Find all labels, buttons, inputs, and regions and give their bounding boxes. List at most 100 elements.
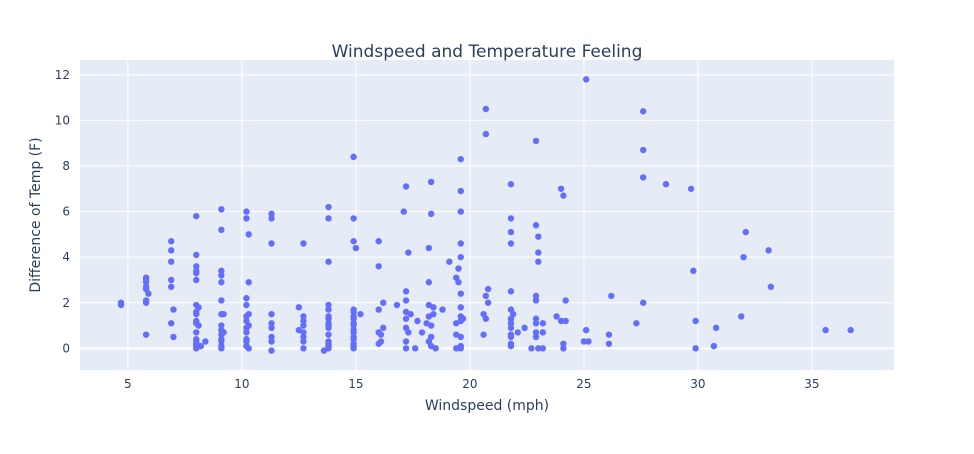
y-tick-label: 4 [62,250,70,264]
data-point [218,206,225,213]
data-point [560,340,567,347]
data-point [350,215,357,222]
data-point [453,320,460,327]
y-tick-label: 2 [62,296,70,310]
data-point [352,244,360,252]
data-point [514,329,521,336]
data-point [193,212,200,220]
data-point [457,208,464,215]
data-point [532,137,540,145]
data-point [402,315,410,322]
data-point [767,283,775,291]
data-point [218,322,225,329]
data-point [202,338,209,345]
data-point [268,215,275,222]
data-point [457,253,464,261]
data-point [193,251,200,259]
data-point [243,208,250,215]
data-point [532,297,540,304]
data-point [507,320,515,327]
data-point [377,331,385,338]
data-point [822,326,829,334]
data-point [402,345,410,352]
data-point [405,329,412,336]
data-point [142,299,150,306]
tick-labels: 5 10 15 20 25 30 35 0 2 4 6 8 10 12 [55,68,820,391]
data-point [218,338,225,345]
data-point [639,299,647,306]
data-point [268,347,275,354]
data-point [268,210,275,218]
data-point [320,347,328,354]
data-point [218,279,225,286]
data-point [300,333,307,341]
data-point [268,320,275,327]
data-point [507,215,515,222]
data-point [350,238,357,245]
data-point [245,231,252,238]
data-point [145,290,152,297]
data-point [507,240,515,247]
data-point [482,130,490,138]
data-point [168,320,175,327]
data-point [605,331,613,338]
data-point [300,317,307,325]
data-point [168,276,175,284]
data-point [430,310,437,318]
data-point [168,258,175,265]
data-point [738,313,745,320]
data-point [218,345,225,352]
data-point [480,331,487,338]
data-point [377,338,385,345]
data-point [407,310,414,318]
data-point [243,215,250,222]
data-point [605,340,613,347]
data-point [142,331,150,338]
data-point [325,331,332,338]
data-point [432,345,439,352]
data-point [193,263,200,270]
data-point [712,324,720,332]
data-point [380,324,387,332]
data-point [560,345,567,352]
data-point [375,238,382,245]
data-point [268,333,275,341]
x-tick-label: 20 [462,377,477,391]
data-point [193,310,200,318]
data-point [300,322,307,329]
data-point [687,185,695,192]
data-point [459,315,467,322]
data-point [528,345,535,352]
data-point [633,320,640,327]
data-point [193,269,200,277]
data-point [532,320,540,327]
x-tick-label: 35 [804,377,819,391]
y-tick-label: 0 [62,341,70,355]
data-point [539,329,547,336]
data-point [218,297,225,304]
data-point [300,313,307,320]
data-point [402,297,410,304]
data-point [350,153,357,161]
data-point [350,322,357,329]
x-tick-label: 25 [576,377,591,391]
data-point [193,329,200,336]
data-point [220,329,227,336]
data-point [375,263,382,270]
data-point [427,178,435,186]
data-point [582,76,590,83]
data-point [507,288,515,295]
data-point [507,181,515,188]
data-point [193,276,200,284]
data-point [325,258,332,265]
data-point [740,253,747,261]
data-point [457,240,464,247]
data-point [692,345,699,352]
data-point [170,306,177,313]
x-tick-label: 30 [690,377,705,391]
data-point [430,304,437,311]
data-point [268,324,275,332]
data-point [457,155,464,163]
y-tick-label: 10 [55,113,70,127]
